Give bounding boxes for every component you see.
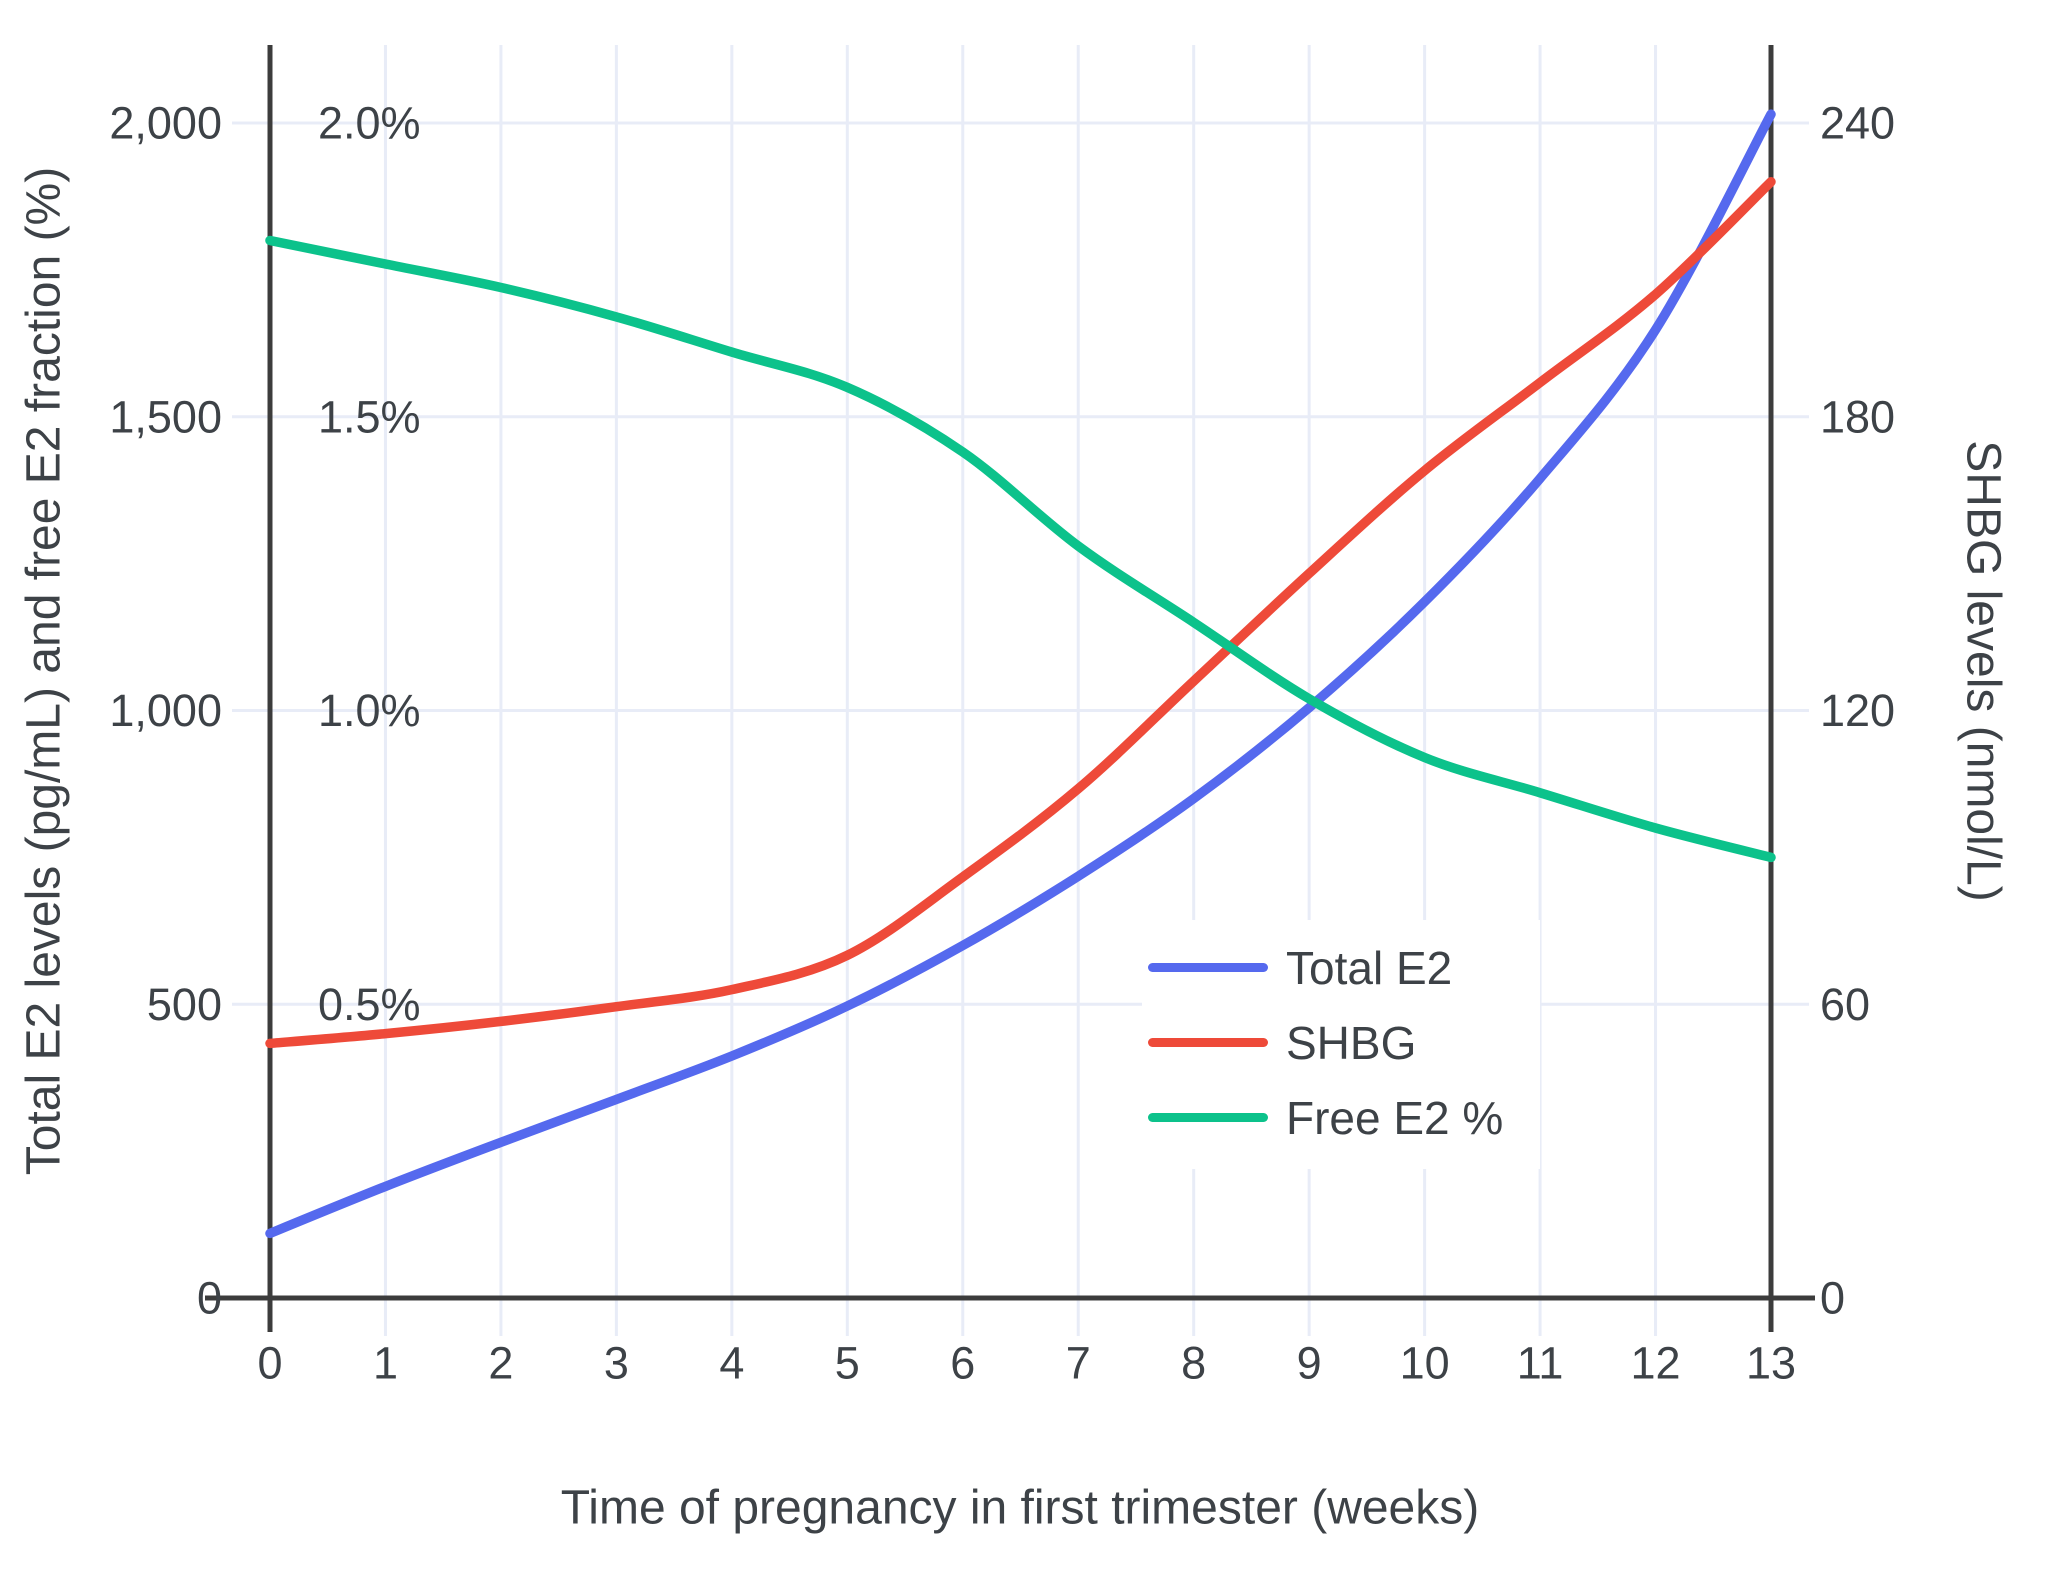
legend-item-free-e2[interactable]: Free E2 % bbox=[1148, 1080, 1540, 1155]
gridlines bbox=[270, 45, 1771, 1298]
y-right-tick-label-120: 120 bbox=[1820, 685, 1895, 736]
legend-swatch-shbg bbox=[1148, 1038, 1268, 1047]
legend: Total E2 SHBG Free E2 % bbox=[1142, 920, 1540, 1169]
y-left-tick-label-1000: 1,000 bbox=[109, 685, 222, 736]
x-tick-label-11: 11 bbox=[1517, 1338, 1564, 1389]
x-tick-label-2: 2 bbox=[488, 1338, 513, 1389]
percent-annotations: 0.5% 1.0% 1.5% 2.0% bbox=[318, 98, 421, 1030]
y-axis-left-title: Total E2 levels (pg/mL) and free E2 frac… bbox=[17, 166, 71, 1176]
y-left-tick-label-2000: 2,000 bbox=[109, 98, 222, 149]
x-tick-label-9: 9 bbox=[1297, 1338, 1322, 1389]
percent-label-2.0: 2.0% bbox=[318, 98, 421, 149]
percent-label-1.5: 1.5% bbox=[318, 391, 421, 442]
y-right-tick-label-240: 240 bbox=[1820, 98, 1895, 149]
x-tick-label-4: 4 bbox=[719, 1338, 744, 1389]
tick-stubs bbox=[232, 121, 1809, 1336]
y-left-tick-label-500: 500 bbox=[147, 979, 222, 1030]
x-tick-label-12: 12 bbox=[1631, 1338, 1681, 1389]
x-tick-label-1: 1 bbox=[373, 1338, 398, 1389]
y-left-tick-label-0: 0 bbox=[197, 1273, 222, 1324]
x-tick-label-3: 3 bbox=[604, 1338, 629, 1389]
percent-label-0.5: 0.5% bbox=[318, 979, 421, 1030]
legend-label-shbg: SHBG bbox=[1286, 1016, 1417, 1069]
legend-swatch-free-e2 bbox=[1148, 1113, 1268, 1122]
series-line-total-e2 bbox=[265, 109, 1776, 1239]
y-right-tick-label-60: 60 bbox=[1820, 979, 1870, 1030]
legend-swatch-total-e2 bbox=[1148, 963, 1268, 972]
legend-label-total-e2: Total E2 bbox=[1286, 941, 1453, 994]
legend-item-total-e2[interactable]: Total E2 bbox=[1148, 930, 1540, 1005]
legend-label-free-e2: Free E2 % bbox=[1286, 1091, 1504, 1144]
x-tick-label-13: 13 bbox=[1746, 1338, 1796, 1389]
x-axis-title: Time of pregnancy in first trimester (we… bbox=[560, 1481, 1480, 1535]
x-tick-label-10: 10 bbox=[1400, 1338, 1450, 1389]
y-left-tick-label-1500: 1,500 bbox=[109, 391, 222, 442]
percent-label-1.0: 1.0% bbox=[318, 685, 421, 736]
legend-item-shbg[interactable]: SHBG bbox=[1148, 1005, 1540, 1080]
series-lines bbox=[265, 109, 1776, 1239]
x-tick-label-6: 6 bbox=[950, 1338, 975, 1389]
x-tick-label-0: 0 bbox=[257, 1338, 282, 1389]
axes bbox=[205, 45, 1815, 1332]
x-tick-label-8: 8 bbox=[1181, 1338, 1206, 1389]
series-line-shbg bbox=[265, 177, 1776, 1049]
y-axis-right-title: SHBG levels (nmol/L) bbox=[1956, 440, 2010, 902]
series-line-free-e2 bbox=[265, 235, 1776, 863]
y-right-tick-label-0: 0 bbox=[1820, 1273, 1845, 1324]
x-tick-label-7: 7 bbox=[1066, 1338, 1091, 1389]
y-right-tick-label-180: 180 bbox=[1820, 391, 1895, 442]
x-tick-label-5: 5 bbox=[835, 1338, 860, 1389]
